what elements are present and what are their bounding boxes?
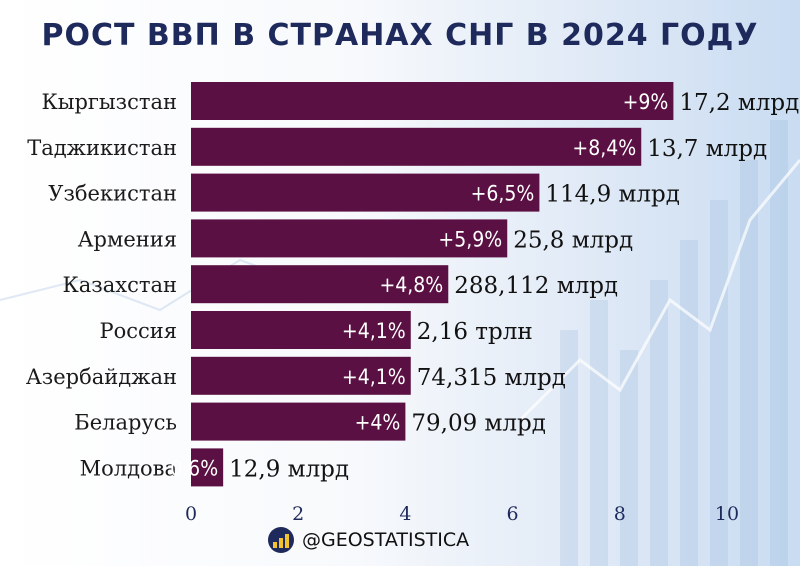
chart-logo-icon [268, 527, 294, 553]
data-label: +4% [355, 411, 401, 435]
data-label: +4,8% [379, 273, 443, 297]
data-label: +4,1% [342, 319, 406, 343]
x-tick-label: 4 [399, 503, 411, 525]
bar [191, 219, 508, 258]
category-label: Беларусь [74, 411, 177, 435]
gdp-label: 13,7 млрд [647, 136, 767, 162]
category-label: Таджикистан [27, 136, 177, 160]
category-label: Казахстан [63, 273, 178, 297]
bar [191, 82, 674, 120]
bar [191, 127, 642, 166]
gdp-label: 17,2 млрд [679, 90, 799, 116]
data-label: +8,4% [572, 136, 636, 160]
data-label: +6,5% [471, 182, 535, 206]
category-label: Армения [78, 227, 177, 251]
bar [191, 448, 224, 487]
credit-text: @GEOSTATISTICA [302, 529, 470, 551]
gdp-label: 2,16 трлн [417, 319, 533, 345]
category-label: Кыргызстан [42, 90, 177, 114]
category-label: Узбекистан [48, 182, 177, 206]
category-label: Азербайджан [26, 365, 177, 389]
x-tick-label: 8 [614, 503, 626, 525]
data-label: +4,1% [342, 365, 406, 389]
bar [191, 265, 449, 304]
gdp-label: 25,8 млрд [513, 227, 633, 253]
data-label: +9% [623, 90, 669, 114]
category-label: Россия [99, 319, 177, 343]
gdp-label: 79,09 млрд [411, 411, 546, 437]
data-label: 0,6% [170, 456, 218, 480]
category-label: Молдова [80, 456, 177, 480]
credit: @GEOSTATISTICA [268, 526, 469, 554]
bar [191, 356, 411, 395]
page-title: РОСТ ВВП В СТРАНАХ СНГ В 2024 ГОДУ [41, 18, 759, 53]
x-tick-label: 0 [185, 503, 197, 525]
gdp-label: 288,112 млрд [454, 273, 618, 299]
gdp-label: 12,9 млрд [229, 456, 349, 482]
x-tick-label: 6 [507, 503, 519, 525]
bar [191, 311, 411, 349]
bar [191, 402, 406, 441]
bar [191, 173, 540, 212]
x-tick-label: 10 [715, 503, 739, 525]
gdp-label: 74,315 млрд [417, 365, 566, 391]
data-label: +5,9% [438, 227, 502, 251]
x-tick-label: 2 [292, 503, 304, 525]
gdp-label: 114,9 млрд [545, 182, 680, 208]
